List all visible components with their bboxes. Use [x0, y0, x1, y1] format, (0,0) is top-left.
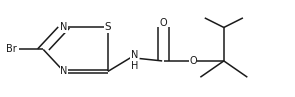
Text: O: O	[160, 18, 168, 28]
Text: S: S	[104, 23, 111, 32]
Text: N: N	[60, 23, 68, 32]
Text: N: N	[60, 66, 68, 76]
Text: N
H: N H	[131, 50, 138, 71]
Text: O: O	[189, 56, 197, 66]
Text: Br: Br	[6, 44, 17, 54]
